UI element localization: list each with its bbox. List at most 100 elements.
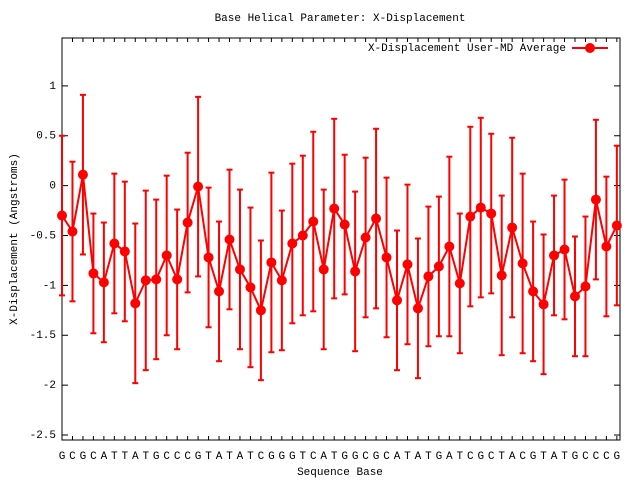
x-tick-label: G bbox=[80, 451, 87, 463]
data-point bbox=[371, 213, 382, 224]
y-tick-label: -1.5 bbox=[30, 330, 56, 342]
legend-marker bbox=[585, 43, 595, 53]
data-point bbox=[172, 274, 183, 285]
x-tick-label: A bbox=[551, 451, 558, 463]
data-point bbox=[580, 281, 591, 292]
data-point bbox=[329, 203, 340, 214]
x-tick-label: A bbox=[320, 451, 327, 463]
x-tick-label: T bbox=[299, 451, 306, 463]
y-tick-label: -0.5 bbox=[30, 230, 56, 242]
x-tick-label: C bbox=[258, 451, 265, 463]
x-tick-label: A bbox=[237, 451, 244, 463]
data-point bbox=[444, 241, 455, 252]
data-point bbox=[360, 232, 371, 243]
data-point bbox=[140, 275, 151, 286]
x-tick-label: C bbox=[519, 451, 526, 463]
data-point bbox=[203, 252, 214, 263]
x-tick-label: G bbox=[341, 451, 348, 463]
x-tick-label: G bbox=[268, 451, 275, 463]
y-tick-label: 0.5 bbox=[36, 131, 56, 143]
data-point bbox=[538, 299, 549, 310]
x-tick-label: T bbox=[205, 451, 212, 463]
x-tick-label: T bbox=[457, 451, 464, 463]
x-tick-label: G bbox=[436, 451, 443, 463]
x-tick-label: C bbox=[90, 451, 97, 463]
data-point bbox=[287, 238, 298, 249]
data-point bbox=[381, 252, 392, 263]
x-tick-label: G bbox=[289, 451, 296, 463]
data-point bbox=[339, 219, 350, 230]
data-point bbox=[297, 230, 308, 241]
x-tick-label: G bbox=[373, 451, 380, 463]
x-tick-label: T bbox=[122, 451, 129, 463]
data-point bbox=[161, 250, 172, 261]
data-point bbox=[611, 220, 622, 231]
data-point bbox=[266, 257, 277, 268]
x-tick-label: A bbox=[216, 451, 223, 463]
x-tick-label: C bbox=[184, 451, 191, 463]
data-point bbox=[559, 244, 570, 255]
data-point bbox=[214, 286, 225, 297]
x-tick-label: T bbox=[561, 451, 568, 463]
data-point bbox=[318, 264, 329, 275]
x-tick-label: G bbox=[153, 451, 160, 463]
x-tick-label: T bbox=[111, 451, 118, 463]
data-point bbox=[224, 234, 235, 245]
x-tick-label: C bbox=[69, 451, 76, 463]
data-point bbox=[234, 264, 245, 275]
data-point bbox=[57, 210, 67, 221]
data-point bbox=[496, 270, 507, 281]
x-tick-label: C bbox=[163, 451, 170, 463]
y-tick-label: 1 bbox=[49, 81, 56, 93]
x-tick-label: T bbox=[404, 451, 411, 463]
x-axis-label: Sequence Base bbox=[297, 467, 383, 479]
x-tick-label: A bbox=[446, 451, 453, 463]
x-tick-label: C bbox=[603, 451, 610, 463]
x-tick-label: G bbox=[352, 451, 359, 463]
data-point bbox=[402, 259, 413, 270]
data-point bbox=[130, 298, 141, 309]
x-tick-label: C bbox=[467, 451, 474, 463]
data-point bbox=[109, 238, 120, 249]
data-point bbox=[308, 216, 319, 227]
x-tick-label: C bbox=[174, 451, 181, 463]
x-tick-label: G bbox=[530, 451, 537, 463]
y-tick-label: -2 bbox=[43, 380, 56, 392]
x-tick-label: C bbox=[488, 451, 495, 463]
data-point bbox=[454, 278, 465, 289]
x-tick-label: C bbox=[310, 451, 317, 463]
x-tick-label: T bbox=[425, 451, 432, 463]
data-point bbox=[88, 268, 99, 279]
data-point bbox=[433, 261, 444, 272]
x-tick-label: T bbox=[247, 451, 254, 463]
data-point bbox=[517, 258, 528, 269]
x-tick-label: G bbox=[477, 451, 484, 463]
x-tick-label: G bbox=[279, 451, 286, 463]
legend-label: X-Displacement User-MD Average bbox=[368, 43, 566, 55]
data-point bbox=[350, 266, 361, 277]
data-point bbox=[423, 271, 434, 282]
data-point bbox=[77, 169, 88, 180]
x-tick-label: G bbox=[614, 451, 621, 463]
data-point bbox=[67, 226, 78, 237]
data-point bbox=[392, 295, 403, 306]
x-tick-label: T bbox=[498, 451, 505, 463]
data-point bbox=[507, 222, 518, 233]
data-point bbox=[528, 286, 539, 297]
data-point bbox=[193, 181, 204, 192]
chart-title: Base Helical Parameter: X-Displacement bbox=[215, 13, 466, 25]
data-point bbox=[98, 277, 109, 288]
x-tick-label: C bbox=[383, 451, 390, 463]
x-tick-label: T bbox=[226, 451, 233, 463]
x-tick-label: C bbox=[593, 451, 600, 463]
data-point bbox=[276, 275, 287, 286]
data-point bbox=[465, 211, 476, 222]
data-point bbox=[151, 274, 162, 285]
y-tick-label: -1 bbox=[43, 280, 57, 292]
x-tick-label: A bbox=[509, 451, 516, 463]
data-point bbox=[182, 217, 193, 228]
data-point bbox=[569, 291, 580, 302]
data-point bbox=[255, 305, 266, 316]
x-tick-label: C bbox=[362, 451, 369, 463]
y-tick-label: -2.5 bbox=[30, 430, 56, 442]
